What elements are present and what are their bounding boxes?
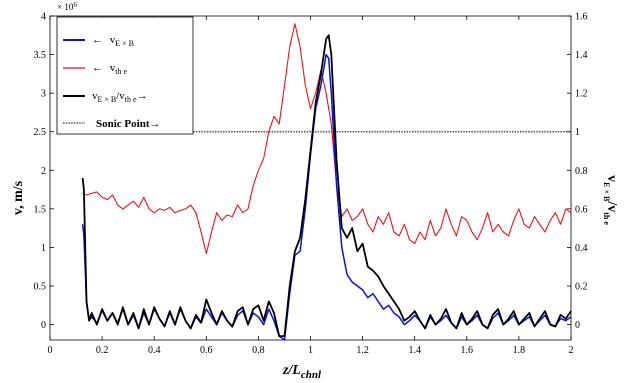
- y-left-tick-label: 1.5: [34, 204, 47, 215]
- y-left-tick-label: 1: [41, 243, 46, 254]
- y-left-tick-label: 3.5: [34, 50, 47, 61]
- y-axis-right-title-tail-sub: th e: [602, 212, 611, 225]
- y-axis-right-title-main: v: [604, 175, 619, 182]
- legend-box: [56, 16, 194, 135]
- x-tick-label: 0: [48, 345, 53, 356]
- legend-sub-v-exb: E × B: [115, 39, 134, 48]
- legend-entry-v-the: ← vth e: [92, 62, 127, 76]
- legend-label-sonic: Sonic Point: [96, 118, 150, 130]
- x-axis-title-sub: chnl: [301, 369, 322, 381]
- x-tick-label: 1.4: [408, 345, 421, 356]
- x-tick-label: 0.4: [148, 345, 161, 356]
- y-left-tick-label: 2: [41, 166, 46, 177]
- legend-label-v-the: v: [110, 62, 116, 74]
- legend-label-v-exb: v: [110, 34, 116, 46]
- y-left-tick-label: 4: [41, 12, 46, 23]
- x-tick-label: 0.8: [252, 345, 265, 356]
- left-axis-exponent: × 106: [57, 1, 77, 12]
- series-v-the-line: [82, 23, 572, 255]
- x-tick-label: 0.2: [96, 345, 109, 356]
- x-tick-label: 2: [569, 345, 574, 356]
- x-axis-title: z/Lchnl: [282, 363, 322, 381]
- legend-entry-ratio: vE × B/vth e→: [92, 90, 148, 104]
- legend-arrow-v-the: ←: [92, 62, 103, 74]
- y-axis-right-title: vE × B/vth e: [602, 175, 619, 225]
- y-right-tick-label: 0.4: [575, 243, 588, 254]
- series-ratio-line: [81, 34, 572, 337]
- y-right-tick-label: 0: [575, 320, 580, 331]
- x-tick-label: 1: [308, 345, 313, 356]
- y-right-tick-label: 1.4: [575, 50, 588, 61]
- legend-label-ratio: v: [92, 90, 98, 102]
- x-tick-label: 1.2: [356, 345, 369, 356]
- y-right-tick-label: 0.8: [575, 166, 588, 177]
- y-left-tick-label: 0: [41, 320, 46, 331]
- y-right-tick-label: 1.6: [575, 12, 588, 23]
- legend-sub-v-the: th e: [115, 67, 127, 76]
- y-right-tick-label: 0.6: [575, 204, 588, 215]
- y-axis-left-title: v, m/s: [11, 180, 26, 215]
- x-tick-label: 0.6: [200, 345, 213, 356]
- left-axis-exponent-base: × 10: [57, 2, 74, 12]
- legend-entry-sonic: Sonic Point→: [96, 118, 160, 130]
- legend-tail-sub-ratio: th e: [125, 95, 137, 104]
- axis-ticks: 0 0.2 0.4 0.6 0.8 1 1.2 1.4 1.6 1.8 2 0 0.5 1 1.5 2 2.5 3…: [34, 12, 588, 357]
- legend-tail-ratio: /v: [116, 90, 125, 102]
- x-tick-label: 1.6: [461, 345, 474, 356]
- legend: ← vE × B ← vth e vE × B/vth e→ Sonic Poi…: [56, 16, 194, 135]
- y-axis-right-title-sub: E × B: [602, 182, 611, 202]
- y-left-tick-label: 2.5: [34, 127, 47, 138]
- legend-arrow-v-exb: ←: [92, 34, 103, 46]
- x-axis-title-main: z/L: [282, 363, 301, 378]
- legend-sub-ratio: E × B: [98, 95, 117, 104]
- y-left-tick-label: 3: [41, 89, 46, 100]
- legend-entry-v-exb: ← vE × B: [92, 34, 134, 48]
- x-tick-label: 1.8: [513, 345, 526, 356]
- y-left-tick-label: 0.5: [34, 282, 47, 293]
- y-right-tick-label: 0.2: [575, 282, 588, 293]
- y-right-tick-label: 1: [575, 127, 580, 138]
- legend-after-ratio: →: [137, 90, 148, 102]
- y-axis-right-title-tail: /v: [604, 200, 619, 212]
- y-right-tick-label: 1.2: [575, 89, 588, 100]
- left-axis-exponent-power: 6: [73, 1, 77, 9]
- legend-after-sonic: →: [149, 118, 160, 130]
